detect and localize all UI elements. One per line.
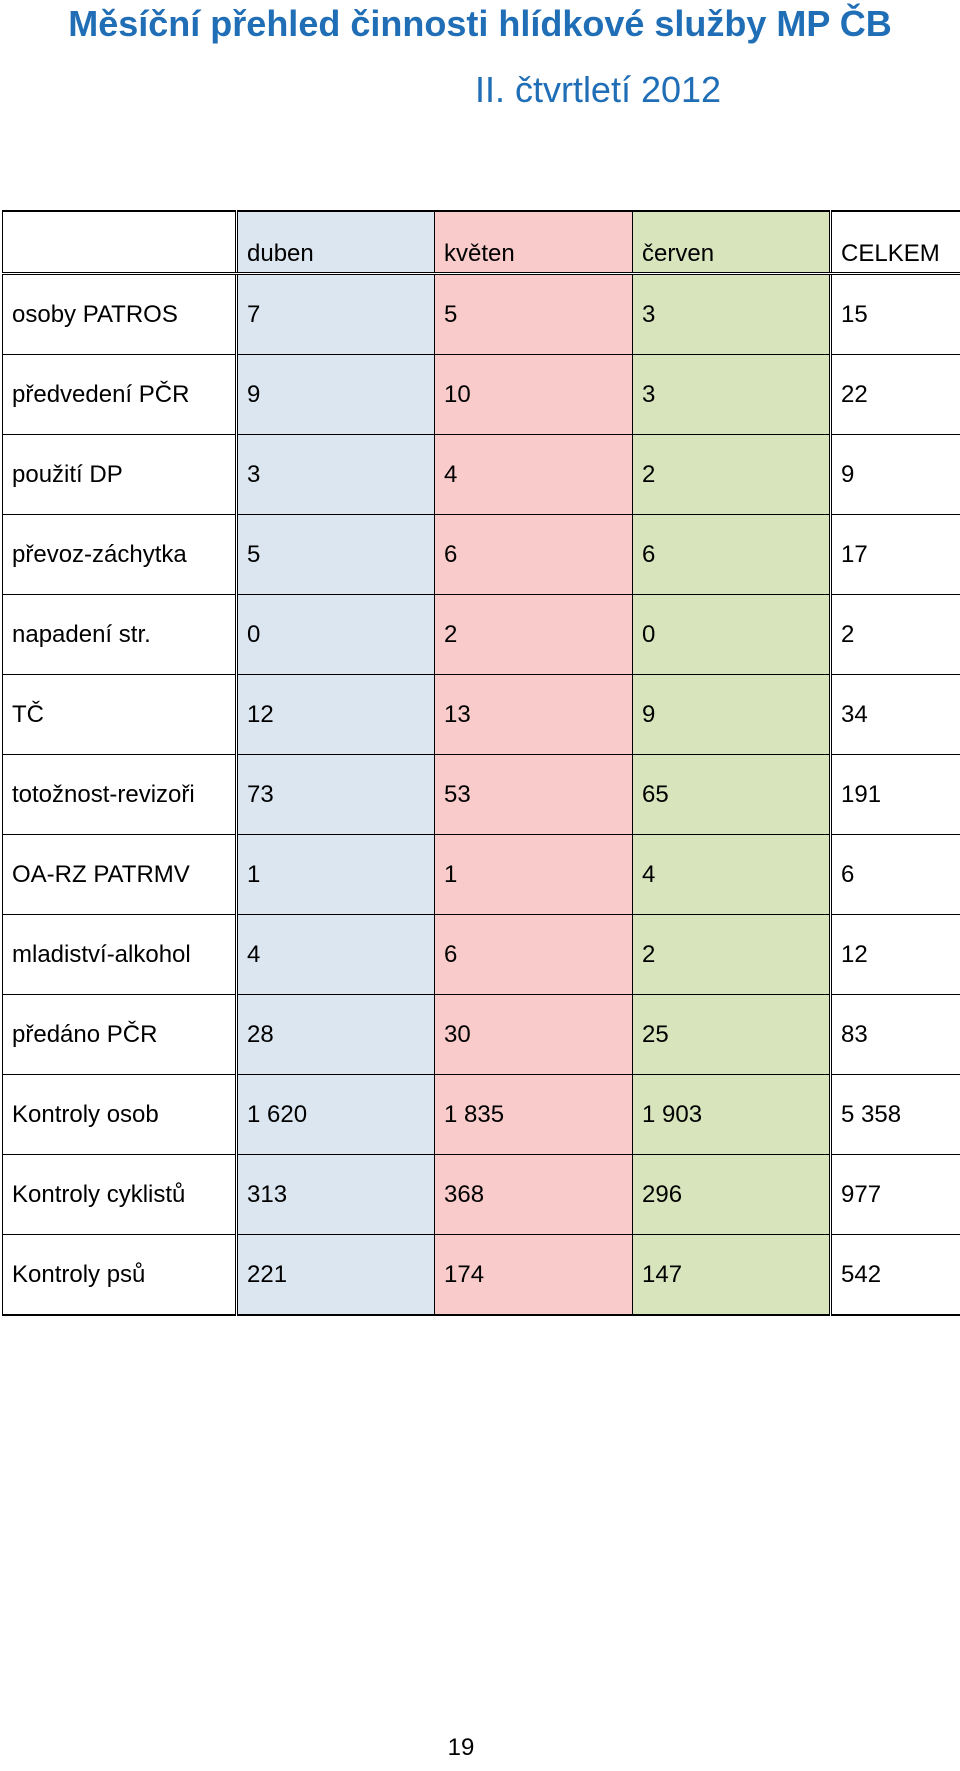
value-cell-celkem: 2 — [829, 594, 960, 675]
table-row: použití DP 3 4 2 9 — [2, 434, 960, 515]
value-cell-cerven: 25 — [632, 994, 831, 1075]
value-cell-duben: 0 — [235, 594, 435, 675]
value-cell-duben: 313 — [235, 1154, 435, 1235]
value-cell-duben: 221 — [235, 1234, 435, 1316]
value-cell-cerven: 3 — [632, 354, 831, 435]
table-row: TČ 12 13 9 34 — [2, 674, 960, 755]
value-cell-cerven: 4 — [632, 834, 831, 915]
value-cell-kveten: 10 — [434, 354, 633, 435]
header-cell-celkem: CELKEM — [829, 210, 960, 275]
value-cell-cerven: 2 — [632, 434, 831, 515]
activity-table: duben květen červen CELKEM osoby PATROS 7… — [2, 210, 960, 1316]
row-label-cell: TČ — [2, 674, 237, 755]
value-cell-cerven: 1 903 — [632, 1074, 831, 1155]
table-row: mladiství-alkohol 4 6 2 12 — [2, 914, 960, 995]
value-cell-celkem: 15 — [829, 273, 960, 355]
table-row: předvedení PČR 9 10 3 22 — [2, 354, 960, 435]
value-cell-cerven: 65 — [632, 754, 831, 835]
value-cell-celkem: 17 — [829, 514, 960, 595]
value-cell-celkem: 83 — [829, 994, 960, 1075]
value-cell-cerven: 9 — [632, 674, 831, 755]
value-cell-cerven: 6 — [632, 514, 831, 595]
value-cell-kveten: 174 — [434, 1234, 633, 1316]
activity-table-body: duben květen červen CELKEM osoby PATROS 7… — [2, 210, 960, 1316]
row-label-cell: mladiství-alkohol — [2, 914, 237, 995]
row-label-cell: předáno PČR — [2, 994, 237, 1075]
value-cell-duben: 1 620 — [235, 1074, 435, 1155]
page-subtitle: II. čtvrtletí 2012 — [474, 69, 722, 110]
table-row: předáno PČR 28 30 25 83 — [2, 994, 960, 1075]
row-label-cell: Kontroly psů — [2, 1234, 237, 1316]
value-cell-duben: 73 — [235, 754, 435, 835]
value-cell-celkem: 22 — [829, 354, 960, 435]
table-row: totožnost-revizoři 73 53 65 191 — [2, 754, 960, 835]
value-cell-cerven: 296 — [632, 1154, 831, 1235]
value-cell-celkem: 6 — [829, 834, 960, 915]
value-cell-kveten: 30 — [434, 994, 633, 1075]
value-cell-duben: 7 — [235, 273, 435, 355]
value-cell-kveten: 5 — [434, 273, 633, 355]
row-label-cell: převoz-záchytka — [2, 514, 237, 595]
table-row: Kontroly osob 1 620 1 835 1 903 5 358 — [2, 1074, 960, 1155]
page-number: 19 — [447, 1734, 475, 1761]
header-cell-kveten: květen — [434, 210, 633, 275]
value-cell-kveten: 368 — [434, 1154, 633, 1235]
header-cell-duben: duben — [235, 210, 435, 275]
value-cell-celkem: 542 — [829, 1234, 960, 1316]
value-cell-kveten: 6 — [434, 914, 633, 995]
table-row: osoby PATROS 7 5 3 15 — [2, 273, 960, 355]
page-title: Měsíční přehled činnosti hlídkové služby… — [68, 3, 892, 44]
value-cell-celkem: 977 — [829, 1154, 960, 1235]
table-row: Kontroly psů 221 174 147 542 — [2, 1234, 960, 1316]
value-cell-kveten: 1 835 — [434, 1074, 633, 1155]
table-row: Kontroly cyklistů 313 368 296 977 — [2, 1154, 960, 1235]
value-cell-celkem: 191 — [829, 754, 960, 835]
value-cell-celkem: 9 — [829, 434, 960, 515]
value-cell-cerven: 2 — [632, 914, 831, 995]
table-row: převoz-záchytka 5 6 6 17 — [2, 514, 960, 595]
value-cell-celkem: 34 — [829, 674, 960, 755]
table-header-row: duben květen červen CELKEM — [2, 210, 960, 275]
header-cell-cerven: červen — [632, 210, 831, 275]
row-label-cell: předvedení PČR — [2, 354, 237, 435]
row-label-cell: totožnost-revizoři — [2, 754, 237, 835]
value-cell-kveten: 2 — [434, 594, 633, 675]
row-label-cell: Kontroly osob — [2, 1074, 237, 1155]
header-cell-label — [2, 210, 237, 275]
value-cell-cerven: 0 — [632, 594, 831, 675]
value-cell-duben: 12 — [235, 674, 435, 755]
value-cell-duben: 5 — [235, 514, 435, 595]
table-row: napadení str. 0 2 0 2 — [2, 594, 960, 675]
value-cell-cerven: 3 — [632, 273, 831, 355]
row-label-cell: Kontroly cyklistů — [2, 1154, 237, 1235]
value-cell-duben: 4 — [235, 914, 435, 995]
value-cell-celkem: 12 — [829, 914, 960, 995]
value-cell-celkem: 5 358 — [829, 1074, 960, 1155]
row-label-cell: OA-RZ PATRMV — [2, 834, 237, 915]
row-label-cell: osoby PATROS — [2, 273, 237, 355]
value-cell-duben: 3 — [235, 434, 435, 515]
value-cell-duben: 1 — [235, 834, 435, 915]
value-cell-kveten: 13 — [434, 674, 633, 755]
table-row: OA-RZ PATRMV 1 1 4 6 — [2, 834, 960, 915]
value-cell-duben: 9 — [235, 354, 435, 435]
value-cell-duben: 28 — [235, 994, 435, 1075]
value-cell-kveten: 4 — [434, 434, 633, 515]
value-cell-kveten: 6 — [434, 514, 633, 595]
value-cell-kveten: 53 — [434, 754, 633, 835]
row-label-cell: napadení str. — [2, 594, 237, 675]
value-cell-kveten: 1 — [434, 834, 633, 915]
value-cell-cerven: 147 — [632, 1234, 831, 1316]
row-label-cell: použití DP — [2, 434, 237, 515]
